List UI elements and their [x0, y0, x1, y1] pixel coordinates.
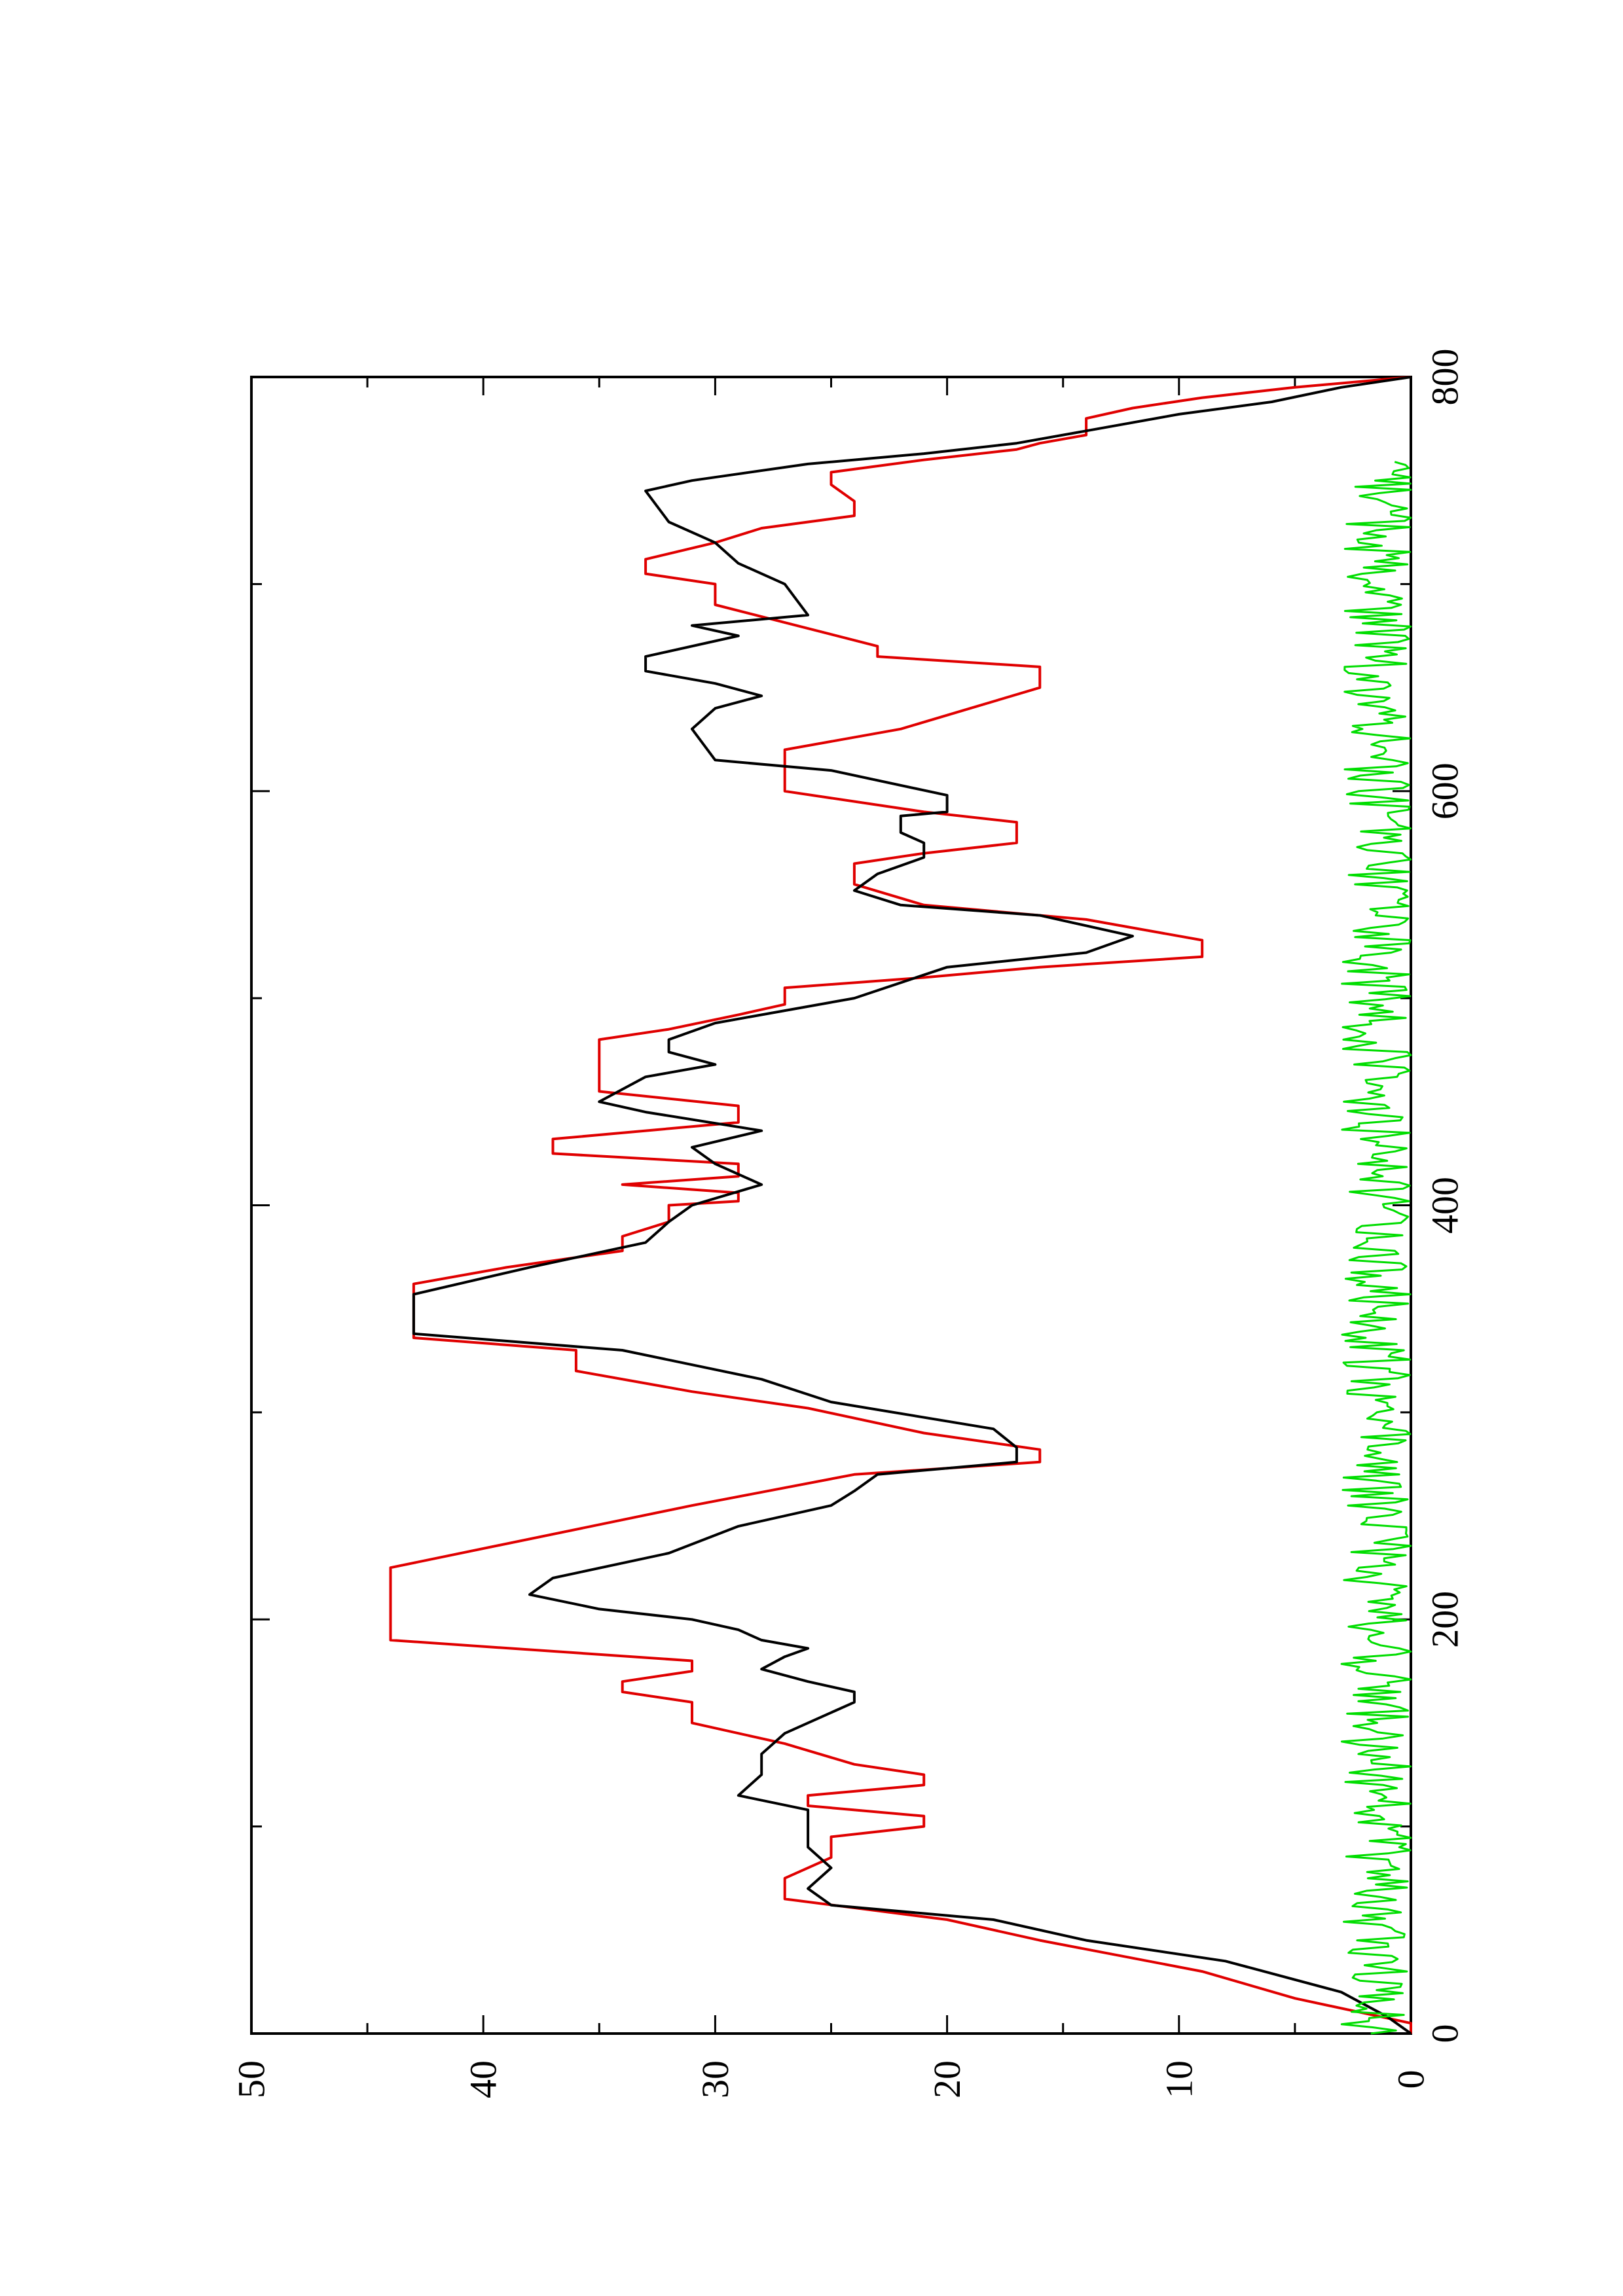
x-tick-label: 800 — [1424, 349, 1467, 406]
black-series — [412, 376, 1412, 2035]
series-group — [389, 376, 1412, 2035]
green-noise-series — [1340, 461, 1412, 2035]
tick-labels: 0 200 400 600 800 0 10 20 30 40 50 — [230, 349, 1467, 2099]
y-tick-label: 0 — [1390, 2070, 1432, 2089]
y-tick-label: 40 — [462, 2060, 505, 2098]
axis-ticks — [250, 376, 1412, 2035]
x-tick-label: 0 — [1424, 2024, 1467, 2043]
y-tick-label: 20 — [926, 2060, 968, 2098]
red-step-series — [389, 376, 1412, 2034]
plot-frame — [250, 376, 1412, 2035]
y-tick-label: 50 — [230, 2060, 273, 2098]
y-tick-label: 10 — [1158, 2060, 1200, 2098]
x-tick-label: 200 — [1424, 1591, 1467, 1648]
x-tick-label: 600 — [1424, 762, 1467, 819]
x-tick-label: 400 — [1424, 1177, 1467, 1234]
y-tick-label: 30 — [694, 2060, 737, 2098]
